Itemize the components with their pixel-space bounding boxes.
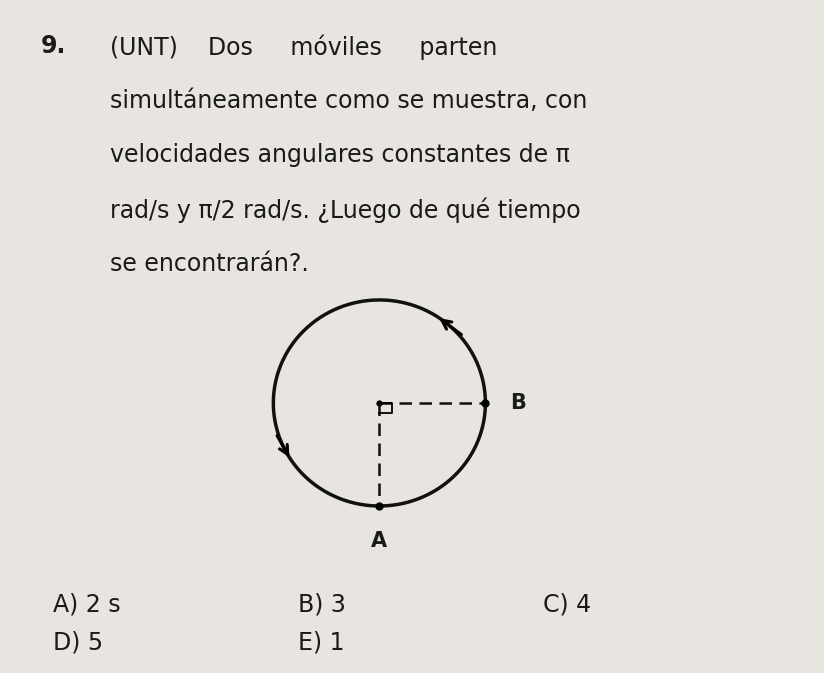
Text: se encontrarán?.: se encontrarán?. — [110, 252, 309, 276]
Text: B: B — [510, 393, 526, 413]
Text: E) 1: E) 1 — [297, 631, 344, 654]
Text: A: A — [372, 531, 387, 551]
Text: A) 2 s: A) 2 s — [53, 592, 121, 616]
Text: 9.: 9. — [41, 34, 66, 58]
Text: C) 4: C) 4 — [542, 592, 591, 616]
Text: rad/s y π/2 rad/s. ¿Luego de qué tiempo: rad/s y π/2 rad/s. ¿Luego de qué tiempo — [110, 198, 581, 223]
Text: velocidades angulares constantes de π: velocidades angulares constantes de π — [110, 143, 570, 167]
Text: simultáneamente como se muestra, con: simultáneamente como se muestra, con — [110, 89, 588, 112]
Text: D) 5: D) 5 — [53, 631, 103, 654]
Text: (UNT)    Dos     móviles     parten: (UNT) Dos móviles parten — [110, 34, 498, 60]
Text: B) 3: B) 3 — [297, 592, 346, 616]
